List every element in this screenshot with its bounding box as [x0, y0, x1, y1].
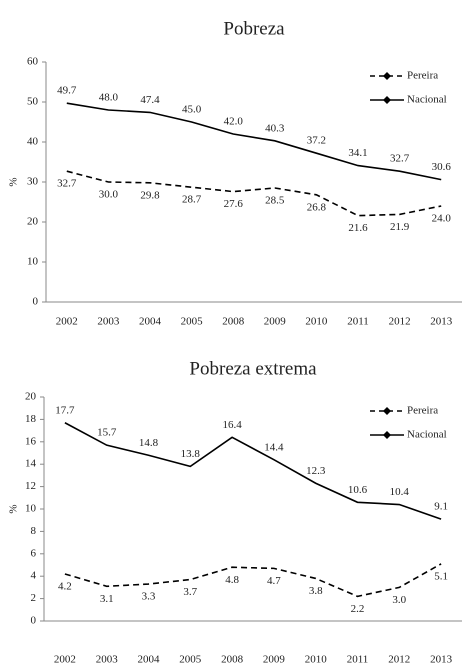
- y-tick-label: 4: [31, 570, 37, 582]
- y-tick-label: 20: [25, 391, 37, 403]
- y-tick-label: 2: [31, 592, 37, 604]
- data-label: 30.0: [99, 189, 119, 201]
- y-tick-label: 50: [27, 96, 39, 108]
- data-label: 24.0: [432, 213, 452, 225]
- y-tick-label: 12: [25, 480, 36, 492]
- data-label: 3.0: [392, 594, 406, 606]
- x-tick-label: 2009: [264, 316, 287, 328]
- y-tick-label: 30: [27, 176, 39, 188]
- y-tick-label: 0: [31, 615, 37, 627]
- x-tick-label: 2009: [263, 654, 286, 666]
- data-label: 4.2: [58, 580, 72, 592]
- data-label: 3.1: [100, 593, 114, 605]
- x-tick-label: 2008: [221, 654, 244, 666]
- series-line: [64, 563, 442, 598]
- legend-marker: [383, 96, 391, 104]
- data-label: 30.6: [432, 161, 452, 173]
- x-tick-label: 2011: [347, 654, 369, 666]
- data-label: 49.7: [57, 85, 77, 97]
- data-label: 45.0: [182, 104, 202, 116]
- data-label: 48.0: [99, 92, 119, 104]
- x-tick-label: 2005: [179, 654, 202, 666]
- x-tick-label: 2002: [54, 654, 76, 666]
- y-tick-label: 60: [27, 56, 39, 68]
- x-tick-label: 2005: [181, 316, 204, 328]
- x-tick-label: 2004: [138, 654, 161, 666]
- data-label: 21.9: [390, 221, 410, 233]
- y-axis-label: %: [8, 504, 20, 513]
- x-tick-label: 2013: [430, 654, 453, 666]
- x-tick-label: 2011: [347, 316, 369, 328]
- data-label: 12.3: [306, 465, 326, 477]
- x-tick-label: 2008: [222, 316, 245, 328]
- data-label: 42.0: [224, 116, 244, 128]
- y-tick-label: 8: [31, 525, 37, 537]
- x-tick-label: 2010: [305, 316, 328, 328]
- y-tick-label: 0: [33, 296, 39, 308]
- legend-marker: [383, 72, 391, 80]
- x-tick-label: 2012: [389, 316, 411, 328]
- chart-title: Pobreza: [223, 18, 285, 39]
- data-label: 16.4: [222, 419, 242, 431]
- data-label: 34.1: [348, 147, 367, 159]
- data-label: 5.1: [434, 570, 448, 582]
- x-tick-label: 2012: [388, 654, 410, 666]
- y-tick-label: 18: [25, 413, 37, 425]
- data-label: 26.8: [307, 201, 327, 213]
- series-line: [64, 422, 442, 520]
- data-label: 21.6: [348, 222, 368, 234]
- x-tick-label: 2003: [96, 654, 119, 666]
- series-line: [66, 102, 442, 181]
- data-label: 32.7: [390, 153, 410, 165]
- x-tick-label: 2003: [97, 316, 120, 328]
- data-label: 10.4: [390, 486, 410, 498]
- data-label: 10.6: [348, 484, 368, 496]
- data-label: 40.3: [265, 122, 285, 134]
- y-tick-label: 16: [25, 435, 37, 447]
- series-line: [66, 170, 442, 217]
- chart-title: Pobreza extrema: [189, 358, 317, 379]
- y-tick-label: 10: [27, 256, 39, 268]
- x-tick-label: 2004: [139, 316, 162, 328]
- y-tick-label: 10: [25, 503, 37, 515]
- y-tick-label: 20: [27, 216, 39, 228]
- data-label: 2.2: [351, 603, 365, 615]
- y-tick-label: 40: [27, 136, 39, 148]
- data-label: 3.3: [142, 591, 156, 603]
- x-tick-label: 2002: [56, 316, 78, 328]
- data-label: 14.4: [264, 441, 284, 453]
- x-tick-label: 2010: [305, 654, 328, 666]
- data-label: 13.8: [181, 448, 201, 460]
- data-label: 37.2: [307, 135, 326, 147]
- data-label: 29.8: [140, 189, 160, 201]
- data-label: 9.1: [434, 501, 448, 513]
- data-label: 32.7: [57, 178, 77, 190]
- data-label: 3.7: [183, 586, 197, 598]
- data-label: 47.4: [140, 94, 160, 106]
- legend-label: Pereira: [407, 70, 438, 82]
- data-label: 4.8: [225, 574, 239, 586]
- legend-label: Pereira: [407, 405, 438, 417]
- legend-label: Nacional: [407, 94, 447, 106]
- x-tick-label: 2013: [430, 316, 453, 328]
- data-label: 3.8: [309, 585, 323, 597]
- data-label: 4.7: [267, 575, 281, 587]
- y-tick-label: 6: [31, 547, 37, 559]
- data-label: 28.5: [265, 195, 285, 207]
- data-label: 14.8: [139, 437, 159, 449]
- y-tick-label: 14: [25, 458, 37, 470]
- data-label: 28.7: [182, 194, 202, 206]
- legend-label: Nacional: [407, 429, 447, 441]
- legend-marker: [383, 431, 391, 439]
- data-label: 17.7: [55, 404, 75, 416]
- y-axis-label: %: [8, 177, 20, 186]
- data-label: 27.6: [224, 198, 244, 210]
- legend-marker: [383, 407, 391, 415]
- data-label: 15.7: [97, 427, 117, 439]
